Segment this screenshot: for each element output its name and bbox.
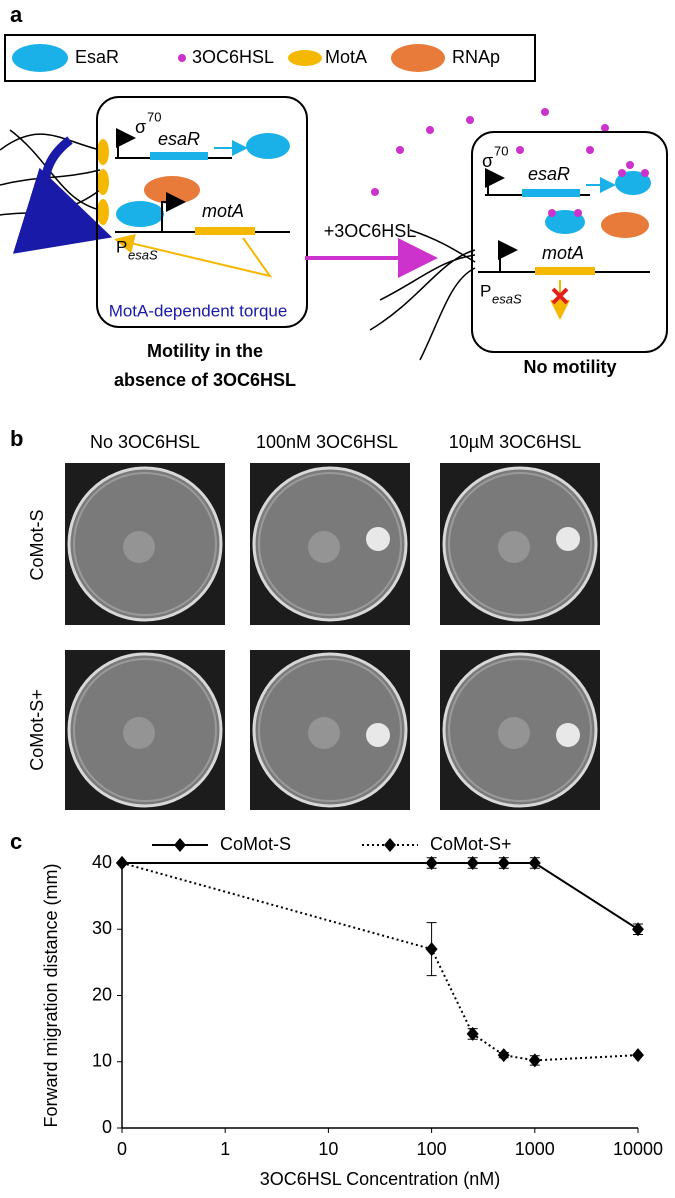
- colony: [498, 717, 530, 749]
- gene: motA: [542, 243, 584, 263]
- panel-label: b: [10, 426, 23, 451]
- caption: No motility: [524, 357, 617, 377]
- dish-rim: [258, 658, 402, 802]
- y-tick-label: 0: [102, 1117, 112, 1137]
- torque-label: MotA-dependent torque: [109, 301, 288, 320]
- y-tick-label: 40: [92, 852, 112, 872]
- x-tick-label: 10: [318, 1139, 338, 1159]
- y-tick-label: 30: [92, 918, 112, 938]
- marker: [466, 856, 479, 870]
- marker: [497, 1048, 510, 1063]
- marker: [116, 856, 128, 870]
- dish-rim: [448, 472, 592, 616]
- gene: esaR: [158, 129, 200, 149]
- colony: [308, 531, 340, 563]
- marker: [528, 856, 541, 870]
- y-tick-label: 20: [92, 984, 112, 1004]
- x-tick-label: 0: [117, 1139, 127, 1159]
- column-label: 100nM 3OC6HSL: [256, 432, 398, 452]
- legend-label: RNAp: [452, 47, 500, 67]
- x-axis-label: 3OC6HSL Concentration (nM): [260, 1169, 500, 1189]
- column-label: No 3OC6HSL: [90, 432, 200, 452]
- sigma: σ: [135, 117, 146, 137]
- gene: motA: [202, 201, 244, 221]
- dish-rim: [73, 658, 217, 802]
- y-axis-label: Forward migration distance (mm): [41, 863, 61, 1127]
- marker: [632, 1048, 644, 1063]
- x-tick-label: 10000: [613, 1139, 663, 1159]
- legend-label: 3OC6HSL: [192, 47, 274, 67]
- promoter: P: [116, 237, 127, 256]
- legend-label: MotA: [325, 47, 367, 67]
- marker: [528, 1053, 541, 1068]
- series-line: [122, 862, 639, 931]
- arrow-label: +3OC6HSL: [324, 221, 417, 241]
- x-tick-label: 100: [417, 1139, 447, 1159]
- sigma-sup: 70: [147, 109, 161, 124]
- marker: [497, 856, 510, 870]
- paper-disc: [366, 723, 390, 747]
- paper-disc: [556, 723, 580, 747]
- colony: [123, 531, 155, 563]
- diagram-shapes: [0, 34, 668, 361]
- row-label: CoMot-S+: [27, 689, 47, 771]
- caption: Motility in the: [147, 341, 263, 361]
- plate-photos: [65, 463, 600, 810]
- dish-rim: [73, 472, 217, 616]
- chart: 0 10 20 30 40 0 1 10 100 1000 10000 3OC6HSL Concent…: [41, 834, 663, 1189]
- dish-rim: [448, 658, 592, 802]
- marker: [466, 1026, 479, 1041]
- dish-rim: [258, 472, 402, 616]
- marker: [632, 922, 644, 937]
- x-tick-label: 1: [220, 1139, 230, 1159]
- promoter-sub: esaS: [128, 247, 158, 262]
- legend-marker: [174, 838, 186, 852]
- colony: [123, 717, 155, 749]
- paper-disc: [366, 527, 390, 551]
- legend-label: CoMot-S: [220, 834, 291, 854]
- row-label: CoMot-S: [27, 509, 47, 580]
- paper-disc: [556, 527, 580, 551]
- series-line: [121, 862, 639, 1062]
- x-tick-label: 1000: [515, 1139, 555, 1159]
- gene: esaR: [528, 164, 570, 184]
- sigma-sup: 70: [494, 143, 508, 158]
- promoter: P: [480, 281, 491, 300]
- legend-label: EsaR: [75, 47, 119, 67]
- caption: absence of 3OC6HSL: [114, 370, 296, 390]
- legend-label: CoMot-S+: [430, 834, 512, 854]
- marker: [425, 856, 438, 870]
- promoter-sub: esaS: [492, 291, 522, 306]
- colony: [308, 717, 340, 749]
- panel-label: a: [10, 2, 23, 27]
- colony: [498, 531, 530, 563]
- sigma: σ: [482, 151, 493, 171]
- y-tick-label: 10: [92, 1051, 112, 1071]
- marker: [425, 942, 438, 957]
- panel-label: c: [10, 829, 22, 854]
- column-label: 10µM 3OC6HSL: [449, 432, 581, 452]
- legend-marker: [384, 838, 396, 852]
